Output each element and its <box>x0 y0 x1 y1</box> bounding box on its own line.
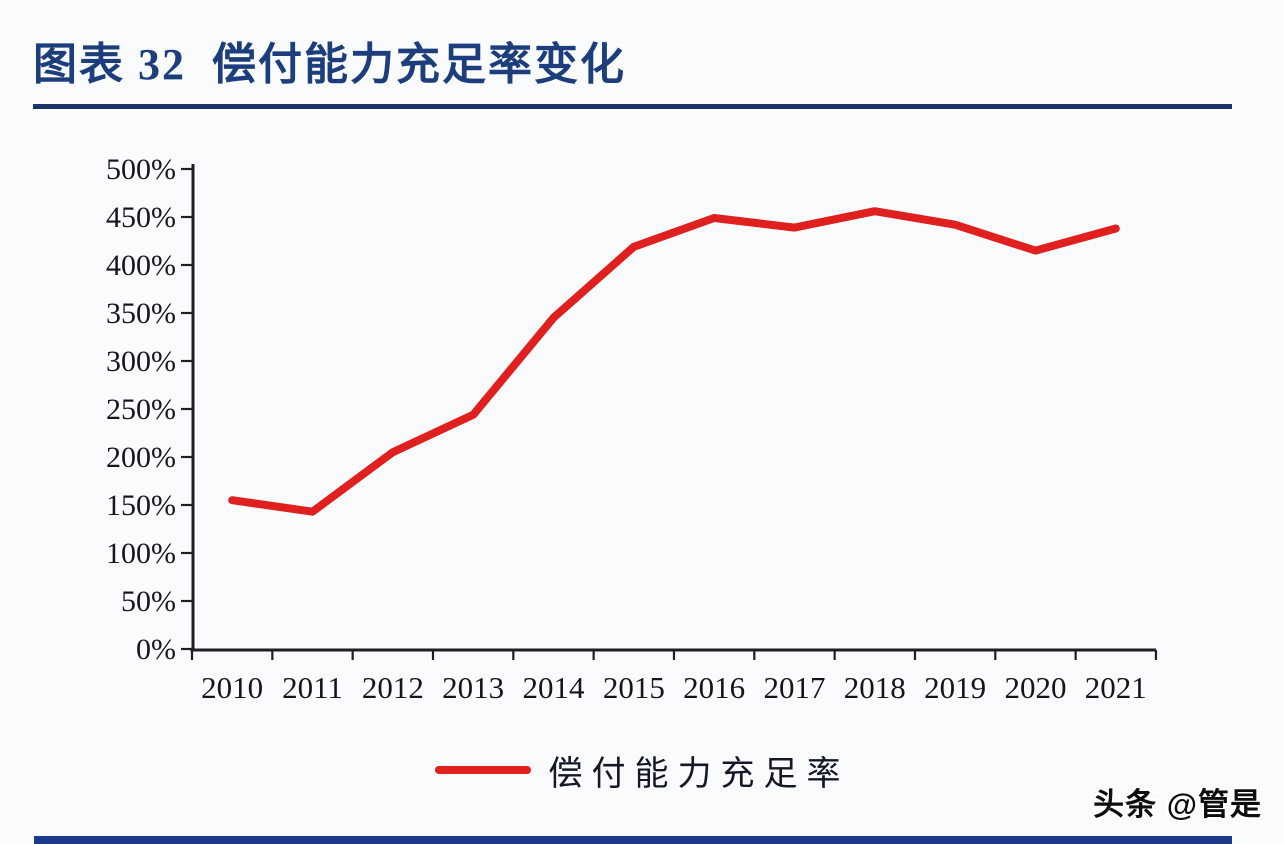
legend-label: 偿付能力充足率 <box>548 755 850 793</box>
svg-text:350%: 350% <box>106 297 176 330</box>
svg-text:2017: 2017 <box>763 670 825 705</box>
svg-text:2018: 2018 <box>844 670 906 705</box>
svg-text:2021: 2021 <box>1085 670 1147 705</box>
svg-text:2013: 2013 <box>442 670 504 705</box>
svg-text:2015: 2015 <box>603 670 665 705</box>
svg-text:2011: 2011 <box>282 670 343 705</box>
watermark: 头条 @管是 <box>1093 787 1262 822</box>
figure-title: 图表 32 偿付能力充足率变化 <box>33 40 626 89</box>
svg-text:0%: 0% <box>136 633 176 666</box>
svg-text:200%: 200% <box>106 441 176 474</box>
svg-text:2010: 2010 <box>201 670 263 705</box>
svg-text:2019: 2019 <box>924 670 986 705</box>
svg-text:2020: 2020 <box>1004 670 1066 705</box>
svg-text:2012: 2012 <box>362 670 424 705</box>
svg-text:150%: 150% <box>106 489 176 522</box>
svg-text:100%: 100% <box>106 537 176 570</box>
svg-text:50%: 50% <box>121 585 176 618</box>
svg-text:2016: 2016 <box>683 670 745 705</box>
chart-legend: 偿付能力充足率 <box>0 746 1284 794</box>
svg-text:500%: 500% <box>106 153 176 186</box>
legend-line-swatch <box>434 766 531 774</box>
svg-text:2014: 2014 <box>522 670 585 705</box>
svg-text:300%: 300% <box>106 345 176 378</box>
svg-text:250%: 250% <box>106 393 176 426</box>
bottom-bar <box>34 836 1232 844</box>
svg-text:400%: 400% <box>106 249 176 282</box>
svg-text:450%: 450% <box>106 201 176 234</box>
title-underline <box>33 104 1232 109</box>
